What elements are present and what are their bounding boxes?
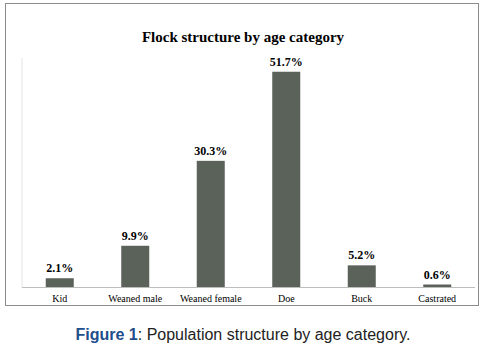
x-tick-label: Castrated [418,293,456,304]
x-tick-label: Buck [351,293,372,304]
bars [46,72,452,287]
caption: Figure 1: Population structure by age ca… [0,326,486,344]
bar [272,72,300,287]
data-label: 30.3% [194,144,227,158]
x-tick-label: Kid [52,293,67,304]
y-axis-line [22,58,23,287]
bar [348,265,376,287]
data-label: 2.1% [46,261,73,275]
caption-text: : Population structure by age category. [138,326,411,343]
x-tick-label: Weaned female [180,293,242,304]
chart-frame [6,4,479,306]
bar [423,285,451,287]
data-label: 9.9% [122,229,149,243]
x-tick-label: Weaned male [108,293,162,304]
labels: 2.1% Kid 9.9% Weaned male 30.3% Weaned female… [46,55,456,304]
chart: Flock structure by age category 2.1% Kid 9.… [0,0,486,320]
data-label: 0.6% [424,268,451,282]
data-label: 51.7% [270,55,303,69]
bar [197,161,225,287]
x-axis-line [22,287,475,288]
data-label: 5.2% [348,248,375,262]
caption-label: Figure 1 [76,326,138,343]
bar [121,246,149,287]
x-tick-label: Doe [278,293,295,304]
chart-title: Flock structure by age category [142,29,345,45]
bar [46,278,74,287]
